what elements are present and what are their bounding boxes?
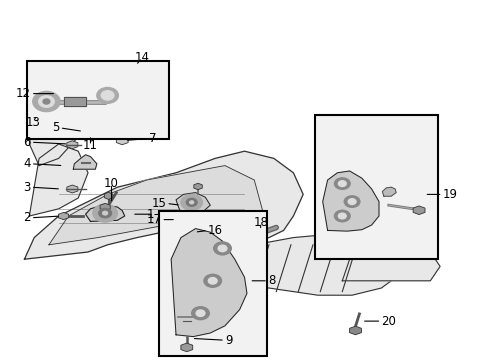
Bar (63, 97, 85, 106)
Circle shape (102, 211, 107, 215)
Circle shape (196, 310, 204, 316)
Circle shape (128, 61, 143, 72)
Polygon shape (29, 144, 88, 216)
Circle shape (132, 64, 140, 69)
Polygon shape (29, 108, 78, 166)
Polygon shape (33, 120, 43, 127)
Text: 19: 19 (442, 188, 457, 201)
Polygon shape (382, 187, 395, 196)
Text: 10: 10 (104, 177, 119, 190)
Text: 15: 15 (151, 197, 166, 210)
Polygon shape (100, 203, 110, 211)
Circle shape (97, 87, 118, 103)
Text: 6: 6 (23, 136, 31, 149)
Polygon shape (322, 171, 378, 231)
Circle shape (186, 198, 197, 206)
Text: 17: 17 (146, 213, 161, 226)
Polygon shape (195, 234, 400, 295)
Circle shape (101, 91, 114, 100)
Text: 5: 5 (52, 121, 60, 134)
Polygon shape (412, 206, 424, 215)
Text: 11: 11 (83, 139, 98, 152)
Text: 9: 9 (224, 334, 232, 347)
Polygon shape (104, 192, 113, 199)
Circle shape (39, 96, 54, 107)
Polygon shape (76, 129, 85, 137)
Polygon shape (30, 91, 40, 98)
Bar (27, 61, 168, 139)
Polygon shape (73, 155, 97, 169)
Polygon shape (171, 229, 246, 337)
Circle shape (33, 91, 60, 112)
Circle shape (218, 245, 226, 252)
Polygon shape (342, 252, 439, 281)
Circle shape (203, 274, 221, 287)
Text: 3: 3 (23, 181, 31, 194)
Polygon shape (67, 141, 78, 149)
Polygon shape (59, 212, 68, 220)
Text: 7: 7 (149, 132, 156, 145)
Circle shape (347, 199, 355, 204)
Polygon shape (49, 166, 264, 245)
Circle shape (93, 204, 117, 222)
Circle shape (43, 99, 50, 104)
Polygon shape (116, 136, 128, 145)
Polygon shape (178, 227, 188, 235)
Polygon shape (349, 326, 361, 335)
Circle shape (338, 181, 346, 186)
Text: 16: 16 (207, 224, 223, 237)
Circle shape (334, 210, 349, 222)
Polygon shape (85, 205, 124, 221)
Text: 1: 1 (146, 208, 154, 221)
Text: 20: 20 (381, 315, 395, 328)
Text: 14: 14 (134, 51, 149, 64)
Text: 8: 8 (267, 274, 275, 287)
Bar (159, 211, 266, 356)
Polygon shape (193, 183, 202, 190)
Circle shape (344, 196, 359, 207)
Circle shape (99, 208, 111, 218)
Bar (315, 115, 437, 259)
Polygon shape (67, 185, 78, 193)
Circle shape (334, 178, 349, 189)
Text: 12: 12 (16, 87, 31, 100)
Text: 2: 2 (23, 211, 31, 224)
Circle shape (338, 213, 346, 219)
Circle shape (191, 307, 209, 320)
Circle shape (208, 278, 217, 284)
Circle shape (213, 242, 231, 255)
Text: 13: 13 (26, 116, 41, 129)
Circle shape (134, 66, 137, 68)
Polygon shape (24, 151, 303, 259)
Polygon shape (181, 343, 192, 352)
Circle shape (181, 194, 202, 210)
Text: 18: 18 (253, 216, 267, 229)
Polygon shape (176, 193, 210, 212)
Circle shape (189, 201, 193, 204)
Text: 4: 4 (23, 157, 31, 170)
Polygon shape (171, 215, 183, 224)
